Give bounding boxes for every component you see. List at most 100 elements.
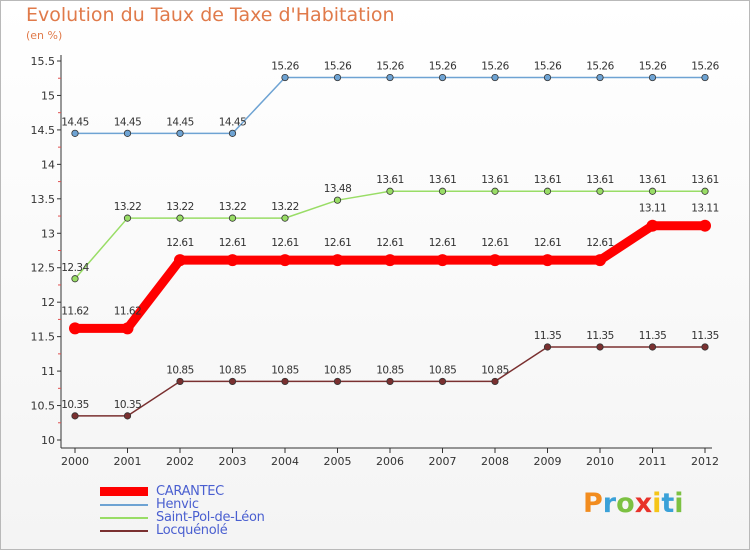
data-point-saint-pol-de-l-on — [438, 187, 447, 195]
x-tick-label: 2011 — [639, 455, 667, 468]
legend-label: Henvic — [156, 497, 199, 512]
legend-label: CARANTEC — [156, 484, 224, 499]
data-point-saint-pol-de-l-on — [543, 187, 552, 195]
logo-letter: r — [602, 488, 617, 519]
data-point-carantec — [436, 254, 449, 267]
y-tick-label: 10.5 — [31, 400, 56, 413]
legend-swatch — [100, 529, 148, 532]
data-label-locqu-nol-: 10.85 — [376, 364, 404, 376]
y-tick-label: 13.5 — [31, 193, 56, 206]
legend-label: Saint-Pol-de-Léon — [156, 510, 265, 525]
data-label-henvic: 14.45 — [61, 116, 89, 128]
legend-item-henvic: Henvic — [100, 498, 265, 511]
data-point-saint-pol-de-l-on — [123, 214, 132, 222]
x-tick-label: 2012 — [691, 455, 719, 468]
data-point-carantec — [541, 254, 554, 267]
data-label-carantec: 13.11 — [691, 203, 719, 215]
data-point-henvic — [71, 129, 79, 137]
x-tick-label: 2009 — [534, 455, 562, 468]
data-label-carantec: 12.61 — [166, 237, 194, 249]
data-label-saint-pol-de-l-on: 13.22 — [219, 201, 247, 213]
data-point-henvic — [648, 73, 657, 82]
data-label-carantec: 12.61 — [534, 237, 562, 249]
data-label-henvic: 15.26 — [586, 61, 614, 73]
data-point-saint-pol-de-l-on — [386, 187, 394, 195]
data-label-carantec: 12.61 — [586, 237, 614, 249]
x-tick-label: 2000 — [61, 455, 89, 468]
data-point-locqu-nol- — [123, 412, 132, 420]
x-tick-label: 2003 — [219, 455, 247, 468]
data-label-henvic: 15.26 — [534, 61, 562, 73]
data-label-saint-pol-de-l-on: 13.48 — [324, 183, 352, 195]
data-point-carantec — [594, 254, 606, 267]
data-point-saint-pol-de-l-on — [71, 275, 79, 283]
data-label-locqu-nol-: 10.85 — [271, 364, 299, 376]
data-label-henvic: 15.26 — [376, 61, 404, 73]
y-tick-label: 11.5 — [31, 331, 56, 344]
data-point-locqu-nol- — [438, 377, 447, 386]
data-point-henvic — [386, 73, 394, 82]
logo-letter: t — [661, 488, 675, 519]
data-label-locqu-nol-: 10.35 — [114, 399, 142, 411]
data-label-locqu-nol-: 10.85 — [219, 364, 247, 376]
data-point-carantec — [699, 219, 711, 232]
data-label-saint-pol-de-l-on: 13.22 — [166, 201, 194, 213]
legend-item-carantec: CARANTEC — [100, 485, 265, 498]
logo-letter: o — [616, 488, 635, 519]
data-point-locqu-nol- — [71, 412, 79, 420]
data-label-henvic: 15.26 — [691, 61, 719, 73]
y-tick-label: 12 — [41, 296, 55, 309]
data-point-saint-pol-de-l-on — [648, 187, 657, 195]
data-label-henvic: 15.26 — [639, 61, 667, 73]
data-point-carantec — [384, 254, 396, 267]
proxiti-logo: Proxiti — [583, 488, 684, 519]
logo-letter: x — [634, 488, 653, 519]
x-tick-label: 2002 — [166, 455, 194, 468]
logo-letter: i — [674, 488, 684, 519]
data-point-carantec — [121, 322, 134, 335]
x-tick-label: 2005 — [324, 455, 352, 468]
y-tick-label: 10 — [41, 434, 55, 447]
data-point-henvic — [543, 73, 552, 82]
data-label-saint-pol-de-l-on: 13.61 — [376, 174, 404, 186]
data-point-locqu-nol- — [596, 343, 604, 351]
data-label-carantec: 12.61 — [219, 237, 247, 249]
data-point-henvic — [491, 73, 499, 82]
legend-swatch — [100, 503, 148, 506]
data-label-saint-pol-de-l-on: 13.61 — [586, 174, 614, 186]
y-tick-label: 13 — [41, 227, 55, 240]
data-point-locqu-nol- — [648, 343, 657, 351]
data-point-henvic — [281, 73, 289, 82]
data-point-saint-pol-de-l-on — [228, 214, 237, 222]
data-point-locqu-nol- — [176, 377, 184, 386]
data-point-henvic — [701, 73, 709, 82]
y-tick-label: 14 — [41, 158, 55, 171]
data-label-locqu-nol-: 11.35 — [691, 330, 719, 342]
x-tick-label: 2010 — [586, 455, 614, 468]
data-point-carantec — [69, 322, 81, 335]
data-point-henvic — [333, 73, 342, 82]
data-point-locqu-nol- — [386, 377, 394, 386]
data-label-locqu-nol-: 10.35 — [61, 399, 89, 411]
data-point-carantec — [646, 219, 659, 232]
data-point-locqu-nol- — [543, 343, 552, 351]
data-point-saint-pol-de-l-on — [176, 214, 184, 222]
data-point-locqu-nol- — [333, 377, 342, 386]
data-point-saint-pol-de-l-on — [333, 196, 342, 204]
y-tick-label: 12.5 — [31, 262, 56, 275]
chart-title: Evolution du Taux de Taxe d'Habitation — [26, 4, 395, 26]
data-label-saint-pol-de-l-on: 13.61 — [534, 174, 562, 186]
data-label-carantec: 11.62 — [114, 305, 142, 317]
data-label-locqu-nol-: 10.85 — [324, 364, 352, 376]
data-label-locqu-nol-: 11.35 — [534, 330, 562, 342]
data-point-locqu-nol- — [491, 377, 499, 386]
x-tick-label: 2004 — [271, 455, 299, 468]
data-label-saint-pol-de-l-on: 13.61 — [481, 174, 509, 186]
data-label-locqu-nol-: 10.85 — [429, 364, 457, 376]
data-label-carantec: 12.61 — [324, 237, 352, 249]
data-point-carantec — [174, 254, 186, 267]
data-label-carantec: 12.61 — [429, 237, 457, 249]
data-label-saint-pol-de-l-on: 12.34 — [61, 262, 89, 274]
data-label-henvic: 15.26 — [271, 61, 299, 73]
